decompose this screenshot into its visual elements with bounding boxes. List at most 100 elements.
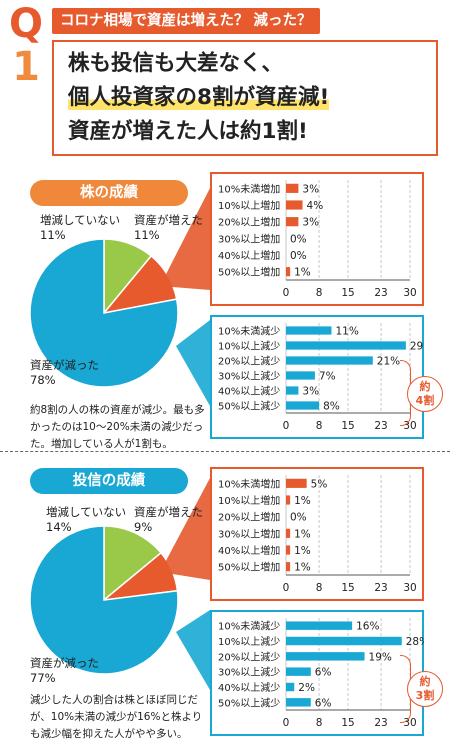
stock-increase-bar-chart: 0 8 15 23 30 10%未満増加 3% 10%以上増加 4% 20%以上増加 3% 30%以上… [210,172,424,306]
fund-increase-bar [286,495,291,505]
stock-decrease-category-label: 10%以上減少 [218,340,280,353]
fund-decrease-bar-chart: 0815233010%未満減少16%10%以上減少28%20%以上減少19%30… [210,610,424,736]
stock-pct-decreased: 78% [30,373,56,387]
stock-label-decreased: 資産が減った [30,358,99,372]
fund-decrease-value-label: 6% [315,697,332,709]
stock-decrease-bar [286,326,332,335]
fund-increase-category-label: 20%以上増加 [218,511,280,524]
fund-decrease-category-label: 30%以上減少 [218,666,280,679]
fund-increase-tick-label: 23 [374,582,387,594]
fund-increase-tick-label: 8 [316,582,323,594]
stock-pie-slice-2 [29,238,179,388]
fund-decrease-bar [286,621,353,630]
fund-label-unchanged: 増減していない [46,505,127,519]
stock-decrease-value-label: 29% [410,341,424,353]
stock-decrease-value-label: 7% [319,371,336,383]
stock-decrease-value-label: 8% [323,401,340,413]
fund-decrease-value-label: 16% [356,621,379,633]
fund-decrease-category-label: 50%以上減少 [218,696,280,709]
fund-increase-tick-label: 30 [403,582,416,594]
stock-increase-tick-label: 23 [374,287,387,299]
fund-decrease-category-label: 40%以上減少 [218,681,280,694]
stock-increase-tick-label: 0 [283,287,290,299]
fund-increase-callout [160,478,210,580]
stock-pct-unchanged: 11% [40,228,66,242]
stock-decrease-bar [286,341,406,350]
fund-increase-tick-label: 0 [283,582,290,594]
fund-increase-value-label: 1% [294,545,311,557]
q-letter: Q [8,1,43,47]
fund-pct-unchanged: 14% [46,520,72,534]
stock-increase-category-label: 10%以上増加 [218,199,280,212]
fund-decrease-category-label: 10%未満減少 [218,620,280,633]
headline-line-1: 株も投信も大差なく、 [68,51,284,76]
fund-increase-value-label: 0% [290,512,307,524]
stock-share-label: 約 4割 [415,380,435,407]
fund-decrease-value-label: 6% [315,667,332,679]
fund-decrease-tick-label: 0 [283,717,290,729]
headline-line-2: 個人投資家の8割が資産減! [68,84,330,112]
fund-decrease-bar [286,682,295,692]
stock-decrease-value-label: 11% [335,326,358,338]
stock-increase-bar [286,200,303,210]
stock-increase-category-label: 50%以上増加 [218,266,280,279]
fund-decrease-value-label: 2% [298,682,315,694]
fund-decrease-tick-label: 15 [341,717,354,729]
stock-increase-category-label: 30%以上増加 [218,232,280,245]
fund-decrease-frame [210,610,424,736]
fund-decrease-value-label: 19% [369,651,392,663]
stock-label-unchanged: 増減していない [40,213,121,227]
question-tag: コロナ相場で資産は増えた？ 減った？ [52,8,320,34]
stock-decrease-tick-label: 15 [341,420,354,432]
stock-increase-tick-label: 8 [316,287,323,299]
fund-increase-category-label: 10%未満増加 [218,477,280,490]
stock-share-badge: 約 4割 [407,376,443,412]
fund-decrease-bar [286,698,311,707]
stock-increase-category-label: 40%以上増加 [218,249,280,262]
fund-increase-bar [286,562,291,572]
fund-increase-category-label: 40%以上増加 [218,544,280,557]
fund-decrease-category-label: 10%以上減少 [218,635,280,648]
stock-increase-value-label: 0% [290,233,307,245]
stock-decrease-bar [286,371,315,380]
fund-decrease-bar [286,667,311,676]
stock-decrease-tick-label: 23 [374,420,387,432]
fund-decrease-tick-label: 8 [316,717,323,729]
fund-pct-increased: 9% [134,520,153,534]
stock-decrease-category-label: 10%未満減少 [218,325,280,338]
fund-decrease-tick-label: 23 [374,717,387,729]
stock-note: 約8割の人の株の資産が減少。最も多かったのは10～20%未満の減少だった。増加し… [30,404,205,450]
fund-pie [29,525,179,675]
fund-increase-frame [210,467,424,601]
stock-increase-frame [210,172,424,306]
fund-pie-slice-0 [103,525,163,602]
stock-decrease-category-label: 50%以上減少 [218,400,280,413]
fund-increase-bar [286,478,307,488]
stock-pie-svg [29,188,210,406]
stock-decrease-bar [286,356,373,365]
fund-note: 減少した人の割合は株とほぼ同じだが、10%未満の減少が16%と株よりも減少幅を抑… [30,694,203,740]
stock-decrease-category-label: 30%以上減少 [218,370,280,383]
stock-decrease-category-label: 20%以上減少 [218,355,280,368]
stock-increase-tick-label: 15 [341,287,354,299]
stock-increase-callout [160,188,210,290]
stock-label-increased: 資産が増えた [134,213,203,227]
fund-pie-slice-2 [29,525,179,675]
fund-increase-category-label: 10%以上増加 [218,494,280,507]
stock-decrease-bar-chart: 0815233010%未満減少11%10%以上減少29%20%以上減少21%30… [210,315,424,439]
fund-decrease-bar [286,652,365,661]
stock-increase-value-label: 3% [302,217,319,229]
stock-decrease-bar [286,386,299,395]
fund-increase-value-label: 1% [294,562,311,574]
fund-share-label: 約 3割 [415,675,435,702]
stock-increase-category-label: 20%以上増加 [218,216,280,229]
stock-increase-category-label: 10%未満増加 [218,182,280,195]
stock-decrease-callout [176,320,210,406]
stock-decrease-value-label: 3% [302,386,319,398]
fund-increase-value-label: 1% [294,528,311,540]
stock-increase-value-label: 0% [290,250,307,262]
fund-pie-svg [29,478,210,690]
fund-decrease-callout [176,610,210,690]
fund-increase-category-label: 30%以上増加 [218,527,280,540]
stock-increase-value-label: 1% [294,267,311,279]
